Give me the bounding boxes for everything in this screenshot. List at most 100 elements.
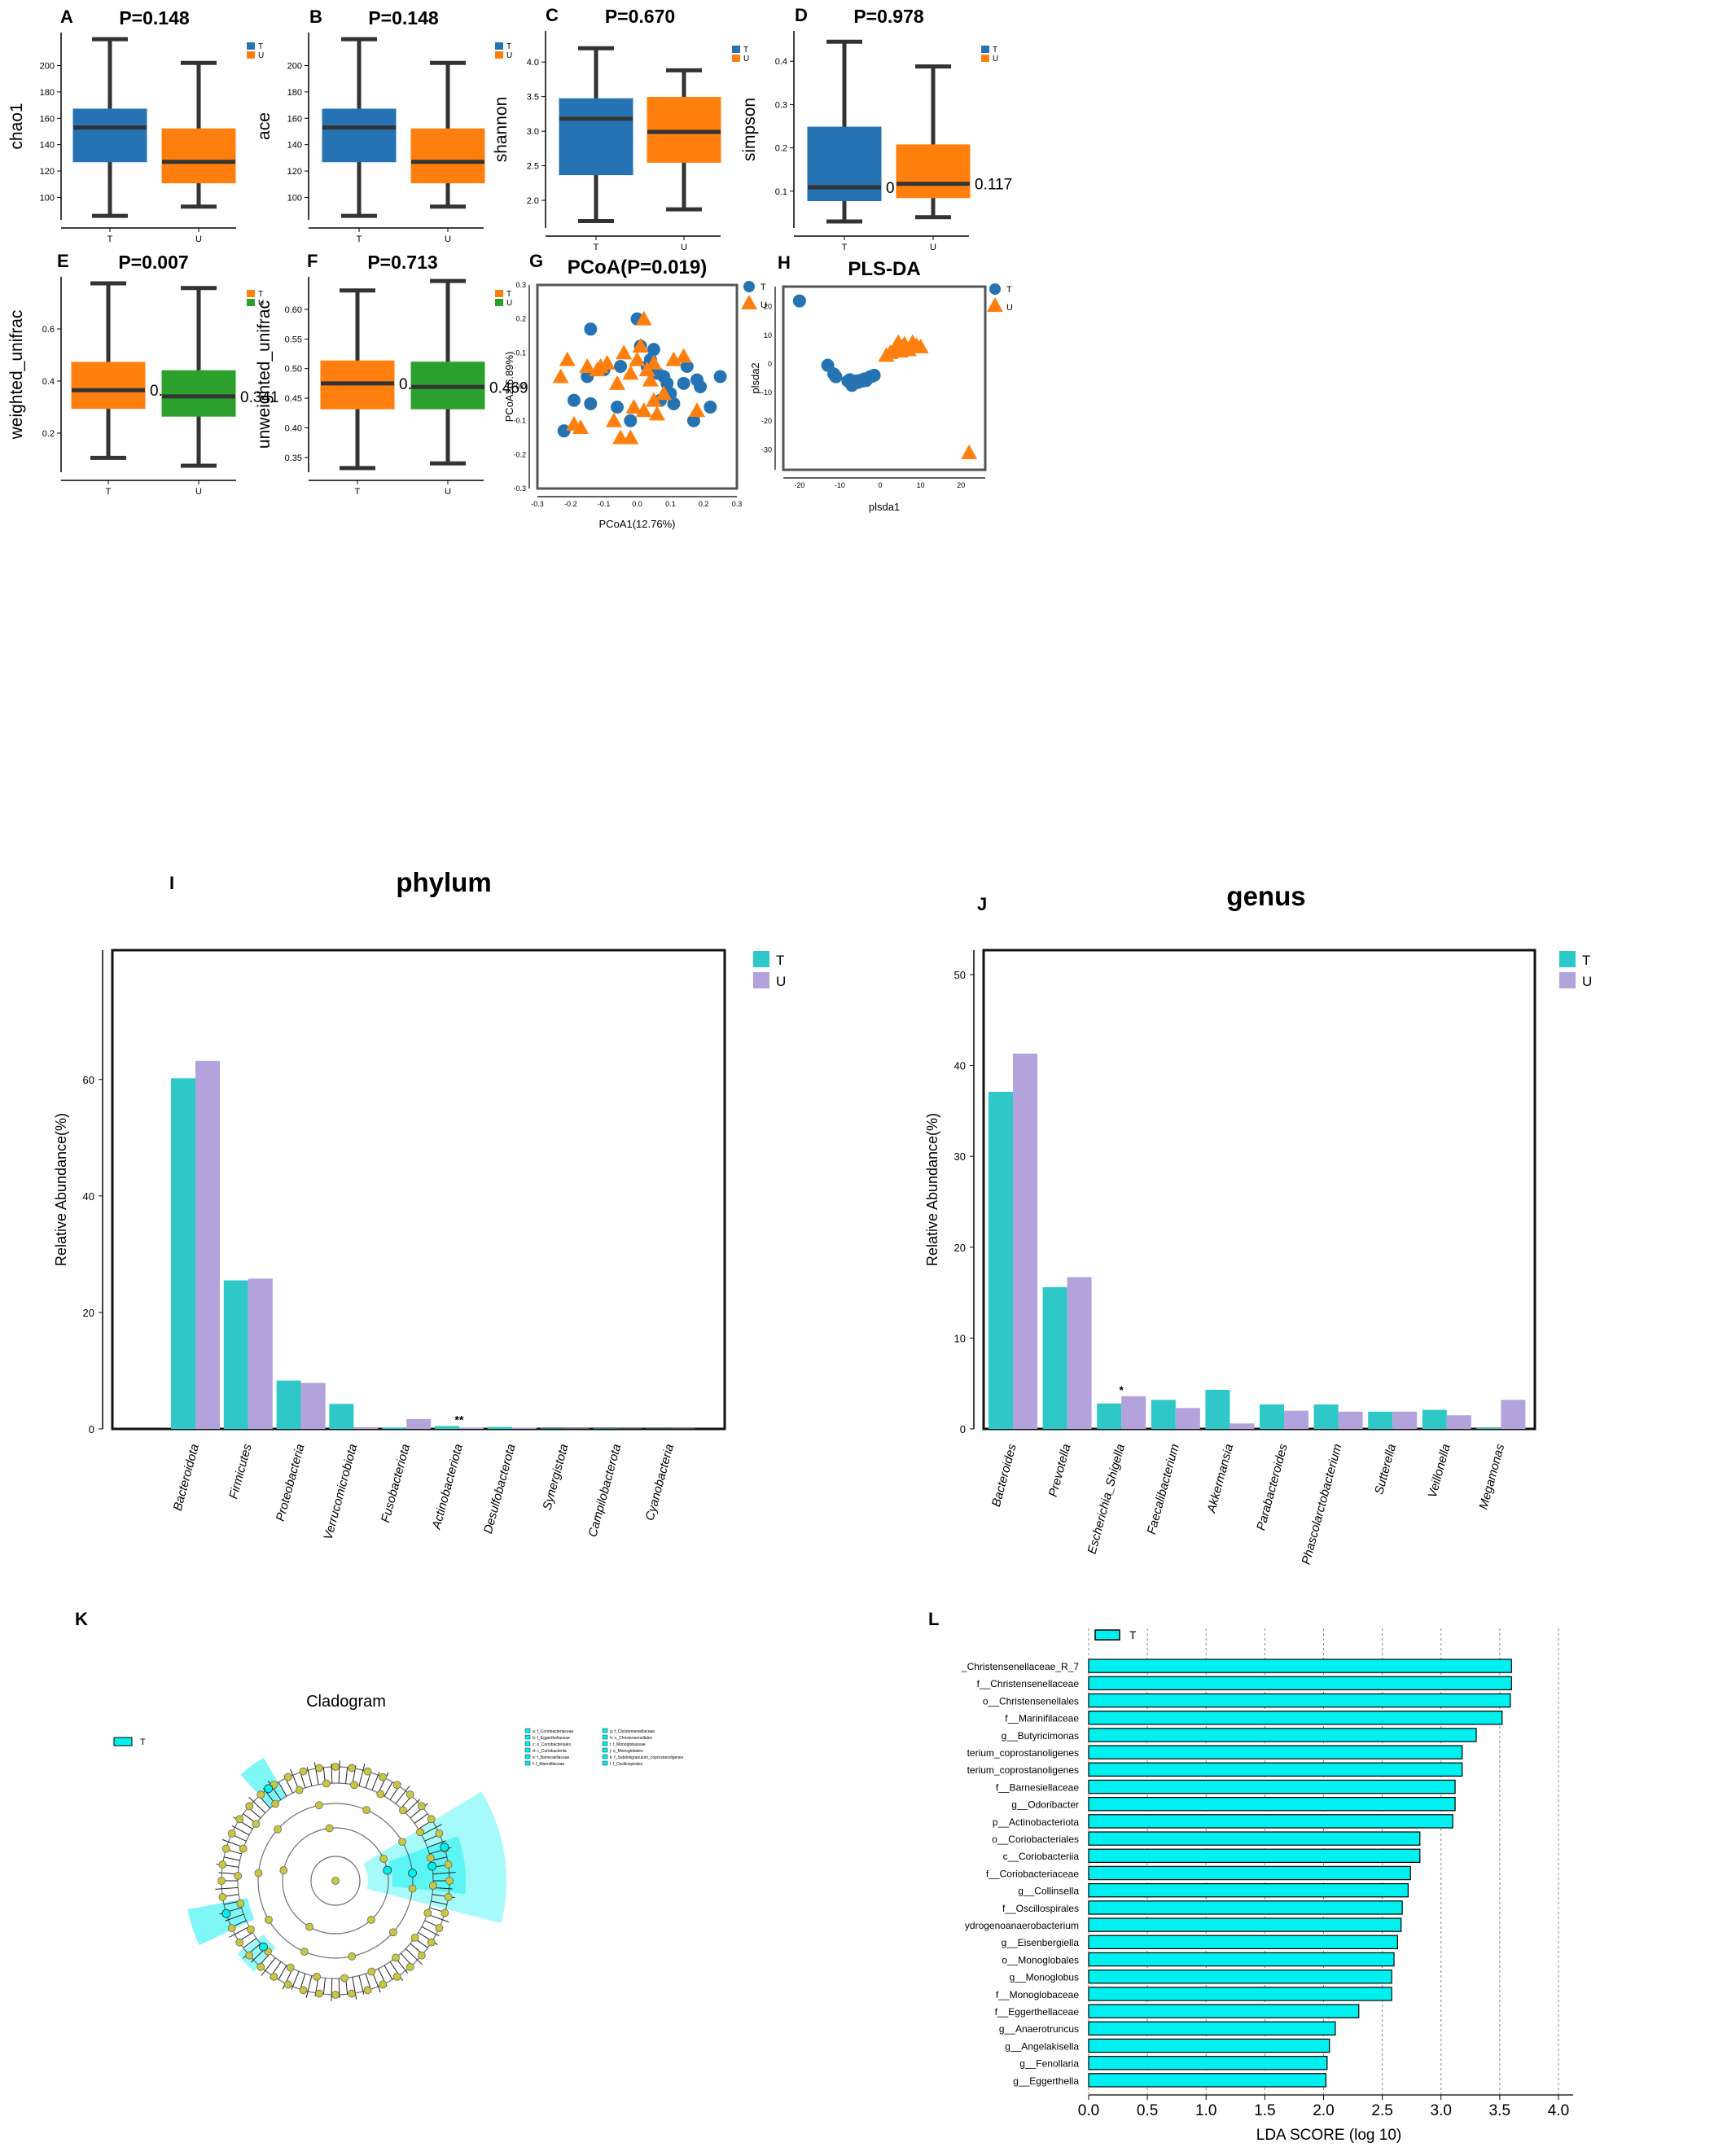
legend-label: U <box>506 299 512 308</box>
clade-node <box>236 1900 245 1908</box>
y-tick-label: 0.55 <box>285 335 302 344</box>
lda-bar <box>1088 1935 1398 1949</box>
clade-node <box>247 1925 255 1934</box>
clade-node <box>256 1962 265 1971</box>
x-axis-label: PCoA1(12.76%) <box>599 518 676 530</box>
bar-T <box>382 1427 407 1429</box>
x-tick-label: 4.0 <box>1548 2102 1569 2119</box>
x-category-label: Veillonella <box>1426 1443 1453 1500</box>
y-tick-label: 180 <box>40 88 55 98</box>
legend-swatch-U <box>247 51 255 59</box>
p-value-title: P=0.148 <box>368 7 439 28</box>
legend-swatch-T <box>247 290 255 297</box>
legend-label: T <box>1582 953 1590 968</box>
x-tick-label: T <box>594 243 599 252</box>
lda-feature-label: g__Eggerthella <box>1013 2075 1079 2087</box>
clade-ring <box>310 1856 361 1906</box>
y-tick-label: 0 <box>768 360 772 368</box>
legend-label: T <box>1129 1628 1137 1641</box>
bar-U <box>248 1278 273 1429</box>
bar-U <box>1067 1277 1092 1429</box>
clade-branch <box>427 1840 446 1848</box>
box-T <box>807 126 882 201</box>
x-category-label: Parabacteroides <box>1254 1442 1291 1532</box>
x-tick-label: -0.3 <box>531 500 544 508</box>
cladogram-key-swatch <box>602 1734 608 1740</box>
clade-node <box>331 1991 340 1999</box>
clade-branch <box>215 1886 239 1890</box>
point-T <box>829 370 843 383</box>
cladogram-key-swatch <box>602 1760 608 1766</box>
legend-label: U <box>506 51 512 60</box>
point-T <box>557 424 571 438</box>
legend-label: T <box>140 1738 146 1747</box>
y-tick-label: 3.5 <box>527 93 539 103</box>
lda-feature-label: g__Odoribacter <box>1011 1799 1079 1811</box>
legend-label: U <box>761 300 767 310</box>
y-tick-label: 140 <box>287 141 302 151</box>
clade-node <box>245 1802 254 1811</box>
point-U <box>635 310 652 326</box>
cladogram-key-swatch <box>602 1728 608 1733</box>
y-tick-label: 0.2 <box>775 144 787 154</box>
plot-frame <box>782 285 987 471</box>
legend-label: U <box>743 55 749 64</box>
point-U <box>645 392 662 407</box>
legend-swatch-T <box>753 951 769 967</box>
clade-branch <box>414 1813 428 1824</box>
lda-bar <box>1088 1659 1512 1673</box>
x-tick-label: 10 <box>917 481 925 489</box>
y-tick-label: 0 <box>89 1423 94 1435</box>
legend-label: T <box>506 42 511 51</box>
panel-letter: H <box>778 252 791 273</box>
y-tick-label: 0.4 <box>775 57 787 67</box>
box-T <box>559 98 633 176</box>
lda-bar <box>1088 1987 1392 2001</box>
bar-U <box>1230 1423 1255 1429</box>
legend-swatch-T <box>981 46 989 53</box>
clade-node <box>348 1989 356 1998</box>
chart-title: PCoA(P=0.019) <box>568 256 707 278</box>
clade-branch <box>231 1825 250 1836</box>
x-tick-label: 0 <box>879 481 883 489</box>
bar-T <box>1205 1390 1230 1429</box>
clade-branch <box>282 1968 293 1990</box>
x-category-label: Escherichia_Shigella <box>1085 1443 1128 1556</box>
lda-bar <box>1088 2056 1328 2071</box>
point-U <box>675 348 692 363</box>
y-tick-label: 50 <box>954 969 966 981</box>
lda-bar <box>1088 1883 1409 1898</box>
y-tick-label: 140 <box>40 141 55 151</box>
box-T <box>71 362 146 410</box>
point-U <box>622 365 639 380</box>
point-U <box>605 412 622 427</box>
clade-node <box>305 1922 313 1931</box>
clade-node <box>217 1877 226 1885</box>
lda-feature-label: terium_coprostanoligenes <box>967 1747 1079 1759</box>
legend-swatch-T <box>495 42 503 50</box>
clade-node <box>392 1953 400 1962</box>
clade-node <box>435 1924 444 1933</box>
legend-label: T <box>258 42 263 51</box>
chart-title: phylum <box>396 867 491 897</box>
box-U <box>647 97 721 163</box>
clade-branch <box>421 1926 440 1937</box>
y-tick-label: -10 <box>761 388 772 397</box>
clade-branch <box>384 1965 393 1980</box>
cladogram-title: Cladogram <box>306 1693 386 1711</box>
lda-bar <box>1088 1676 1512 1690</box>
y-tick-label: 100 <box>287 193 302 203</box>
clade-branch <box>248 1796 266 1814</box>
point-T <box>667 397 681 410</box>
legend-swatch-U <box>247 299 255 306</box>
clade-node <box>314 1801 323 1810</box>
lda-bar <box>1088 1814 1453 1829</box>
y-tick-label: 0.45 <box>285 394 302 404</box>
x-category-label: Cyanobacteria <box>643 1443 677 1523</box>
clade-node <box>235 1815 244 1824</box>
x-tick-label: 0.3 <box>732 500 743 508</box>
x-tick-label: T <box>107 234 113 244</box>
clade-branch <box>261 1957 276 1976</box>
lda-bar <box>1088 1865 1411 1881</box>
clade-branch <box>221 1838 244 1848</box>
